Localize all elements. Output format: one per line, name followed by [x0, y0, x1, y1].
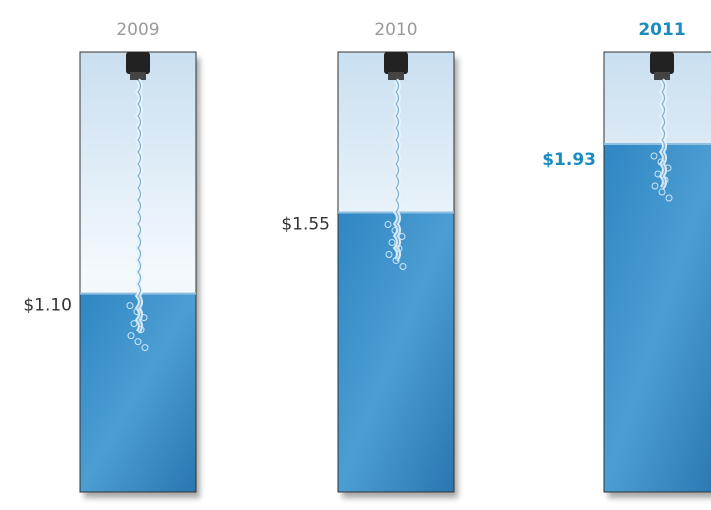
year-label: 2011 [638, 20, 685, 40]
year-label: 2010 [374, 20, 417, 40]
faucet [384, 52, 408, 74]
faucet-nozzle [130, 72, 146, 80]
value-label: $1.10 [23, 296, 72, 316]
faucet-nozzle [654, 72, 670, 80]
faucet-nozzle [388, 72, 404, 80]
value-label: $1.55 [281, 214, 330, 234]
page: 2009$1.102010$1.552011$1.93 (() => { con… [0, 0, 711, 510]
chart: 2009 $1.10 2010 $1.55 2011 $1.93 [0, 0, 711, 510]
faucet [650, 52, 674, 74]
year-label: 2009 [116, 20, 159, 40]
faucet [126, 52, 150, 74]
water [604, 144, 711, 492]
value-label: $1.93 [542, 150, 596, 170]
